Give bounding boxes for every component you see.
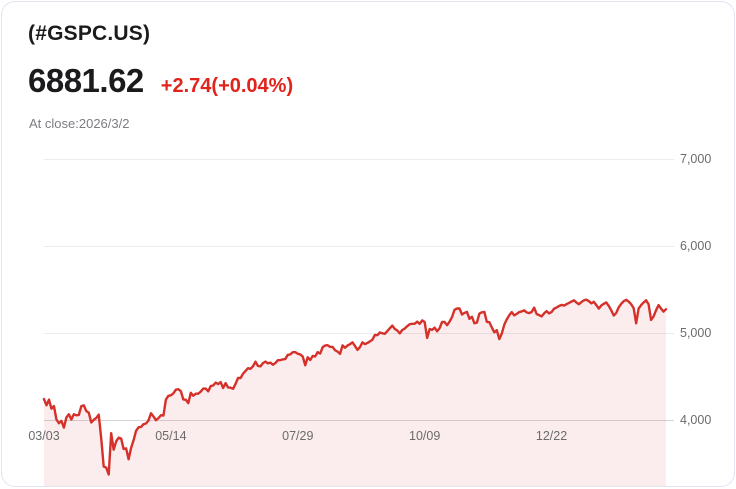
x-axis-label-07-29: 07/29: [282, 429, 314, 443]
y-axis-label-6000: 6,000: [680, 239, 712, 253]
as-of-date: At close:2026/3/2: [29, 116, 130, 131]
symbol-title: (#GSPC.US): [28, 22, 151, 45]
price-chart[interactable]: 7,000 6,000 5,000 4,000 03/03 05/14 07/29 10/09…: [2, 142, 734, 486]
price-change: +2.74(+0.04%): [160, 75, 294, 97]
price-row: 6881.62 +2.74(+0.04%): [28, 62, 293, 100]
gridline-6000: [44, 246, 674, 247]
y-axis-label-7000: 7,000: [680, 152, 712, 166]
y-axis-label-5000: 5,000: [680, 326, 712, 340]
gridline-7000: [44, 159, 674, 160]
gridline-4000: [44, 420, 674, 421]
x-axis-label-03-03: 03/03: [28, 429, 60, 443]
price-line: [42, 298, 668, 476]
x-axis-label-12-22: 12/22: [535, 429, 568, 443]
price-area-fill: [44, 299, 666, 486]
gridline-5000: [44, 333, 674, 334]
x-axis-label-05-14: 05/14: [155, 429, 187, 443]
y-axis-label-4000: 4,000: [680, 413, 712, 427]
x-axis-label-10-09: 10/09: [409, 429, 441, 443]
last-price: 6881.62: [28, 62, 144, 99]
price-line-chart[interactable]: [42, 289, 668, 487]
